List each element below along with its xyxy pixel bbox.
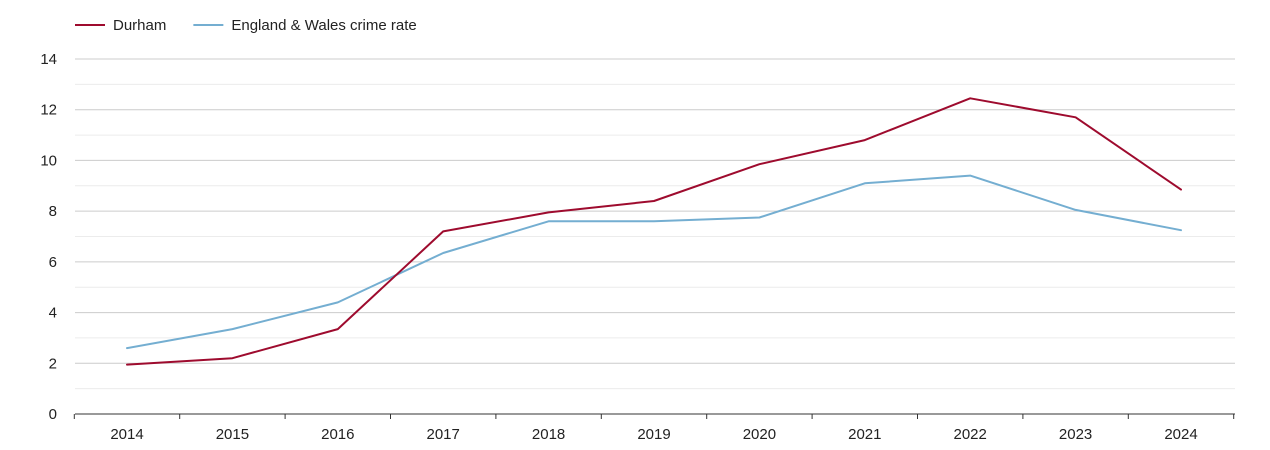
- grid-layer: [75, 58, 1235, 390]
- y-tick-label: 12: [40, 102, 57, 119]
- y-tick-label: 14: [40, 51, 57, 68]
- x-tick-label: 2022: [954, 426, 987, 443]
- y-tick-label: 0: [49, 406, 57, 423]
- y-tick-label: 10: [40, 152, 57, 169]
- series-line-england-wales-crime-rate: [126, 174, 1182, 350]
- x-tick-label: 2017: [427, 426, 460, 443]
- x-tick-label: 2024: [1164, 426, 1197, 443]
- x-tick-label: 2018: [532, 426, 565, 443]
- y-tick-label: 2: [49, 355, 57, 372]
- x-tick-label: 2015: [216, 426, 249, 443]
- legend-label-england-wales-crime-rate: England & Wales crime rate: [231, 17, 416, 34]
- x-tick-label: 2020: [743, 426, 776, 443]
- x-tick-label: 2023: [1059, 426, 1092, 443]
- series-layer: [126, 97, 1182, 366]
- axis-layer: 0 2 4 6 8 10 12 14 2014 2015 2016 2017 2018 2019 2020 2…: [40, 51, 1235, 443]
- x-tick-label: 2014: [110, 426, 143, 443]
- y-tick-label: 4: [49, 305, 57, 322]
- legend-label-durham: Durham: [113, 17, 166, 34]
- x-tick-label: 2021: [848, 426, 881, 443]
- y-tick-label: 6: [49, 254, 57, 271]
- x-tick-label: 2019: [637, 426, 670, 443]
- legend: Durham England & Wales crime rate: [75, 17, 417, 34]
- series-line-durham: [126, 97, 1182, 366]
- x-tick-label: 2016: [321, 426, 354, 443]
- y-tick-label: 8: [49, 203, 57, 220]
